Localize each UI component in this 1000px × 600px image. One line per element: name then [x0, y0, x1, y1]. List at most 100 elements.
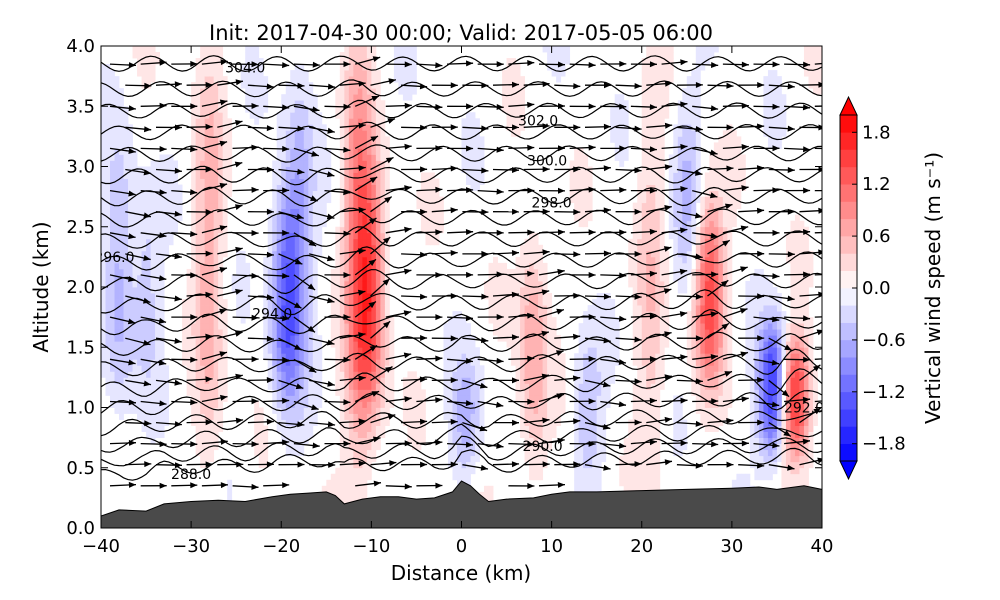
field-cell [659, 64, 665, 71]
field-cell [556, 52, 562, 59]
field-cell [290, 299, 296, 306]
field-cell [191, 341, 197, 348]
field-cell [110, 353, 115, 360]
field-cell [429, 220, 435, 228]
field-cell [371, 178, 377, 185]
field-cell [209, 196, 215, 204]
field-cell [429, 178, 435, 185]
field-cell [222, 250, 228, 258]
field-cell [299, 377, 305, 384]
field-cell [200, 256, 206, 264]
field-cell [610, 118, 616, 125]
field-cell [425, 202, 431, 210]
field-cell [596, 473, 602, 481]
field-cell [650, 395, 656, 402]
field-cell [335, 244, 341, 252]
field-cell [668, 214, 674, 222]
field-cell [384, 401, 390, 408]
field-cell [294, 142, 300, 149]
field-cell [357, 172, 363, 179]
field-cell [141, 64, 147, 71]
field-cell [384, 371, 390, 378]
field-cell [407, 58, 413, 65]
field-cell [357, 347, 363, 354]
field-cell [677, 407, 683, 414]
field-cell [578, 365, 584, 372]
field-cell [601, 389, 607, 396]
field-cell [339, 449, 345, 457]
field-cell [344, 196, 350, 204]
field-cell [592, 329, 598, 336]
field-cell [114, 347, 120, 354]
field-cell [668, 160, 674, 167]
field-cell [150, 365, 156, 372]
field-cell [664, 100, 670, 107]
field-cell [285, 377, 291, 384]
field-cell [673, 274, 679, 282]
field-cell [110, 88, 115, 95]
field-cell [132, 232, 138, 240]
field-cell [335, 467, 341, 475]
field-cell [339, 280, 345, 288]
field-cell [222, 311, 228, 318]
field-cell [470, 449, 476, 457]
field-cell [587, 323, 593, 330]
field-cell [344, 238, 350, 246]
field-cell [447, 323, 453, 330]
field-cell [150, 299, 156, 306]
field-cell [132, 383, 138, 390]
field-cell [375, 383, 381, 390]
field-cell [110, 214, 115, 222]
field-cell [659, 136, 665, 143]
field-cell [276, 214, 282, 222]
field-cell [610, 106, 616, 113]
field-cell [227, 479, 233, 487]
field-cell [659, 220, 665, 228]
field-cell [362, 299, 368, 306]
field-cell [637, 262, 643, 270]
field-cell [128, 347, 133, 354]
field-cell [290, 443, 296, 451]
field-cell [402, 413, 408, 420]
field-cell [344, 353, 350, 360]
field-cell [529, 401, 534, 408]
field-cell [339, 287, 345, 294]
field-cell [646, 64, 652, 71]
field-cell [285, 154, 291, 161]
field-cell [186, 329, 192, 336]
field-cell [132, 46, 138, 53]
field-cell [664, 106, 670, 113]
field-cell [254, 407, 260, 414]
field-cell [664, 112, 670, 119]
field-cell [146, 395, 151, 402]
field-cell [452, 425, 458, 432]
field-cell [682, 437, 688, 445]
field-cell [339, 268, 345, 276]
field-cell [182, 359, 188, 366]
field-cell [366, 407, 372, 414]
field-cell [240, 64, 246, 71]
field-cell [159, 178, 165, 185]
field-cell [114, 82, 120, 89]
field-cell [348, 473, 354, 481]
field-cell [146, 208, 151, 216]
field-cell [641, 419, 647, 426]
field-cell [294, 413, 300, 420]
field-cell [470, 112, 476, 119]
field-cell [218, 214, 224, 222]
field-cell [366, 238, 372, 246]
field-cell [475, 437, 480, 445]
field-cell [623, 485, 629, 493]
field-cell [213, 401, 219, 408]
field-cell [312, 383, 318, 390]
field-cell [605, 371, 611, 378]
field-cell [375, 196, 381, 204]
field-cell [200, 407, 206, 414]
field-cell [204, 142, 210, 149]
field-cell [587, 377, 593, 384]
field-cell [330, 323, 336, 330]
field-cell [475, 395, 480, 402]
field-cell [551, 323, 557, 330]
field-cell [164, 154, 169, 161]
field-cell [114, 293, 120, 300]
